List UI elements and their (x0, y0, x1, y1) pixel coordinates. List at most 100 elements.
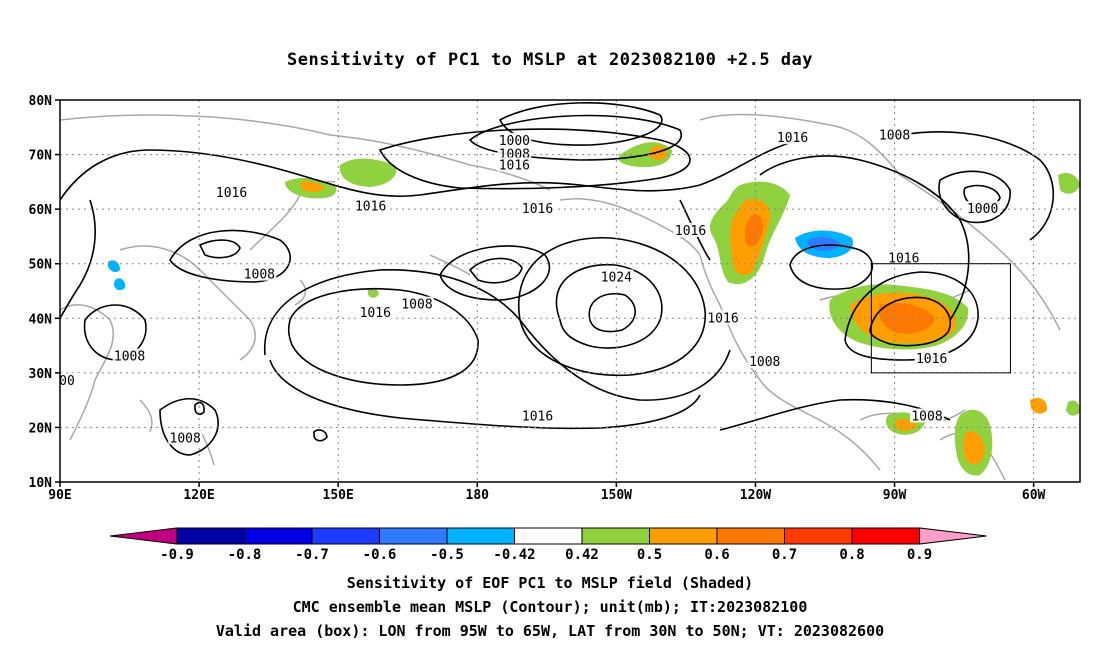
contour-label: 1016 (675, 224, 706, 239)
contour-label: 1016 (216, 186, 247, 201)
contour-label-bg (673, 222, 708, 237)
colorbar-label: -0.9 (160, 547, 194, 563)
lon-tick-label: 150W (601, 488, 632, 503)
contour-label-bg (353, 198, 388, 213)
contour-label: 1016 (888, 251, 919, 266)
contour-label: 1008 (749, 355, 780, 370)
colorbar-label: -0.6 (363, 547, 397, 563)
shade-region-asia-negative-2 (114, 278, 126, 291)
contour-label-bg (400, 296, 434, 311)
colorbar-label: 0.5 (637, 547, 662, 563)
contour-label: 1024 (601, 270, 632, 285)
colorbar-segment (581, 527, 650, 545)
colorbar-segment (379, 527, 448, 545)
contour-label-bg (599, 269, 634, 284)
colorbar-segment (244, 527, 313, 545)
contour-label: 1016 (916, 352, 947, 367)
contour-label: 1016 (522, 202, 553, 217)
contour-label-bg (497, 157, 532, 172)
colorbar-label: 0.8 (839, 547, 864, 563)
contour-label-bg (775, 130, 810, 145)
colorbar-label: 0.42 (565, 547, 599, 563)
colorbar-label: 0.7 (772, 547, 797, 563)
caption-line-2: CMC ensemble mean MSLP (Contour); unit(m… (292, 598, 808, 616)
shade-region-okhotsk-core (300, 181, 325, 193)
colorbar-segment (446, 527, 515, 545)
contour-label-bg (706, 310, 740, 325)
shade-region-canada-inner (744, 214, 763, 247)
shade-region-siberia (339, 158, 397, 187)
contour-label: 1008 (911, 410, 942, 425)
contour-label-bg (242, 266, 277, 281)
contour-label: 00 (59, 374, 75, 389)
shade-region-pacific-small (368, 288, 379, 298)
shade-region-asia-negative (108, 260, 120, 273)
shade-region-greenland (1058, 173, 1080, 194)
contour-label-bg (877, 127, 912, 142)
contour-label-bg (520, 408, 555, 423)
colorbar-segment (716, 527, 785, 545)
colorbar-label: -0.7 (295, 547, 329, 563)
contour-label-bg (112, 348, 147, 363)
lat-tick-label: 50N (29, 258, 53, 273)
lon-tick-label: 90W (883, 488, 907, 503)
colorbar: -0.9 -0.8 -0.7 -0.6 -0.5 -0.42 0.42 0.5 0.6 0.7 0.… (109, 527, 987, 563)
longitude-axis: 90E 120E 150E 180 150W 120W 90W 60W (48, 482, 1046, 503)
lat-tick-label: 70N (29, 149, 53, 164)
colorbar-segment (851, 527, 920, 545)
colorbar-label: -0.5 (430, 547, 464, 563)
contour-label: 1008 (170, 431, 201, 446)
contour-label-bg (214, 184, 249, 199)
latitude-axis: 80N 70N 60N 50N 40N 30N 20N 10N (29, 94, 60, 491)
contour-labels: 1000 1008 1016 1016 1008 1000 1016 1016 1016 1016… (59, 127, 1000, 446)
lon-tick-label: 180 (466, 488, 490, 503)
contour-label: 1008 (401, 298, 432, 313)
lon-tick-label: 120E (183, 488, 214, 503)
contour-label-bg (886, 250, 921, 265)
colorbar-label: 0.6 (704, 547, 729, 563)
lat-tick-label: 20N (29, 421, 53, 436)
contour-label-bg (910, 408, 944, 423)
shade-region-atlantic-east (1030, 398, 1048, 414)
map-plot-area: 1000 1008 1016 1016 1008 1000 1016 1016 1016 1016… (59, 100, 1080, 482)
colorbar-segment (514, 527, 583, 545)
lat-tick-label: 10N (29, 476, 53, 491)
colorbar-label: 0.9 (907, 547, 932, 563)
lat-tick-label: 80N (29, 94, 53, 109)
shade-region-atlantic-far-east (1066, 400, 1080, 416)
contour-label: 1016 (777, 131, 808, 146)
contour-label: 1016 (522, 410, 553, 425)
contour-label: 1000 (499, 134, 530, 149)
contour-label-bg (358, 304, 393, 319)
contour-label: 1016 (499, 158, 530, 173)
colorbar-high-end (919, 527, 987, 545)
contour-label-bg (60, 373, 84, 388)
map-gridlines (60, 100, 1080, 482)
lat-tick-label: 60N (29, 203, 53, 218)
contour-label: 1016 (707, 311, 738, 326)
contour-label: 1000 (967, 202, 998, 217)
contour-label: 1008 (114, 349, 145, 364)
contour-label: 1016 (355, 199, 386, 214)
shade-region-alaska-core (650, 145, 667, 160)
contour-label-bg (497, 146, 532, 161)
lon-tick-label: 60W (1022, 488, 1046, 503)
lon-tick-label: 150E (323, 488, 354, 503)
contour-label-bg (497, 132, 532, 147)
colorbar-label: -0.8 (228, 547, 262, 563)
contour-label-bg (520, 201, 555, 216)
contour-label: 1008 (244, 268, 275, 283)
contour-label: 1008 (879, 128, 910, 143)
colorbar-segment (649, 527, 718, 545)
lat-tick-label: 30N (29, 367, 53, 382)
lon-tick-label: 90E (48, 488, 71, 503)
colorbar-segment (311, 527, 380, 545)
colorbar-segment (176, 527, 245, 545)
colorbar-low-end (109, 527, 178, 545)
lat-tick-label: 40N (29, 312, 53, 327)
valid-area-box (870, 263, 1011, 374)
contour-label: 1016 (360, 306, 391, 321)
map-frame (59, 99, 1081, 483)
shade-region-negative-core (807, 236, 840, 251)
